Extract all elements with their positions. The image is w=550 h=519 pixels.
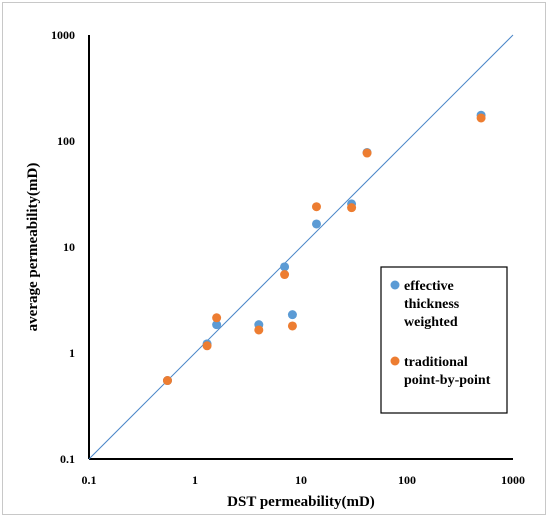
series-2 [162, 113, 486, 386]
data-point [311, 202, 321, 212]
y-tick-label: 100 [57, 134, 75, 148]
chart-frame [2, 2, 546, 515]
x-tick-label: 1000 [501, 473, 525, 487]
legend-label: traditional [404, 355, 468, 370]
legend-label: point-by-point [404, 373, 491, 388]
legend-items: effective thickness weighted traditional poi… [390, 279, 491, 388]
axes [88, 35, 513, 460]
y-tick-label: 1000 [51, 28, 75, 42]
data-point [212, 320, 222, 330]
points-layer [162, 110, 486, 386]
y-tick-labels: 0.1 1 10 100 1000 [51, 28, 75, 466]
x-tick-labels: 0.1 1 10 100 1000 [82, 473, 526, 487]
x-tick-label: 0.1 [82, 473, 97, 487]
y-tick-label: 0.1 [60, 452, 75, 466]
y-axis-title: average permeability(mD) [25, 163, 41, 332]
legend-label: weighted [404, 315, 458, 330]
data-point [347, 203, 357, 213]
legend-marker [390, 280, 400, 290]
data-point [476, 113, 486, 123]
legend-marker [390, 356, 400, 366]
data-point [280, 262, 290, 272]
data-point [212, 313, 222, 323]
reference-line [88, 34, 514, 460]
data-point [287, 321, 297, 331]
data-point [254, 325, 264, 335]
x-tick-label: 1 [192, 473, 198, 487]
x-tick-label: 100 [398, 473, 416, 487]
x-axis-title: DST permeability(mD) [227, 494, 375, 510]
data-point [202, 341, 212, 351]
y-tick-label: 1 [69, 346, 75, 360]
data-point [362, 148, 372, 158]
reference-line-layer [88, 34, 514, 460]
data-point [311, 219, 321, 229]
y-tick-label: 10 [63, 240, 75, 254]
x-tick-label: 10 [295, 473, 307, 487]
legend-label: effective [404, 279, 454, 294]
legend-label: thickness [404, 297, 460, 312]
data-point [287, 310, 297, 320]
data-point [280, 270, 290, 280]
legend-box [380, 266, 508, 414]
data-point [162, 376, 172, 386]
legend: effective thickness weighted traditional poi… [380, 266, 508, 414]
